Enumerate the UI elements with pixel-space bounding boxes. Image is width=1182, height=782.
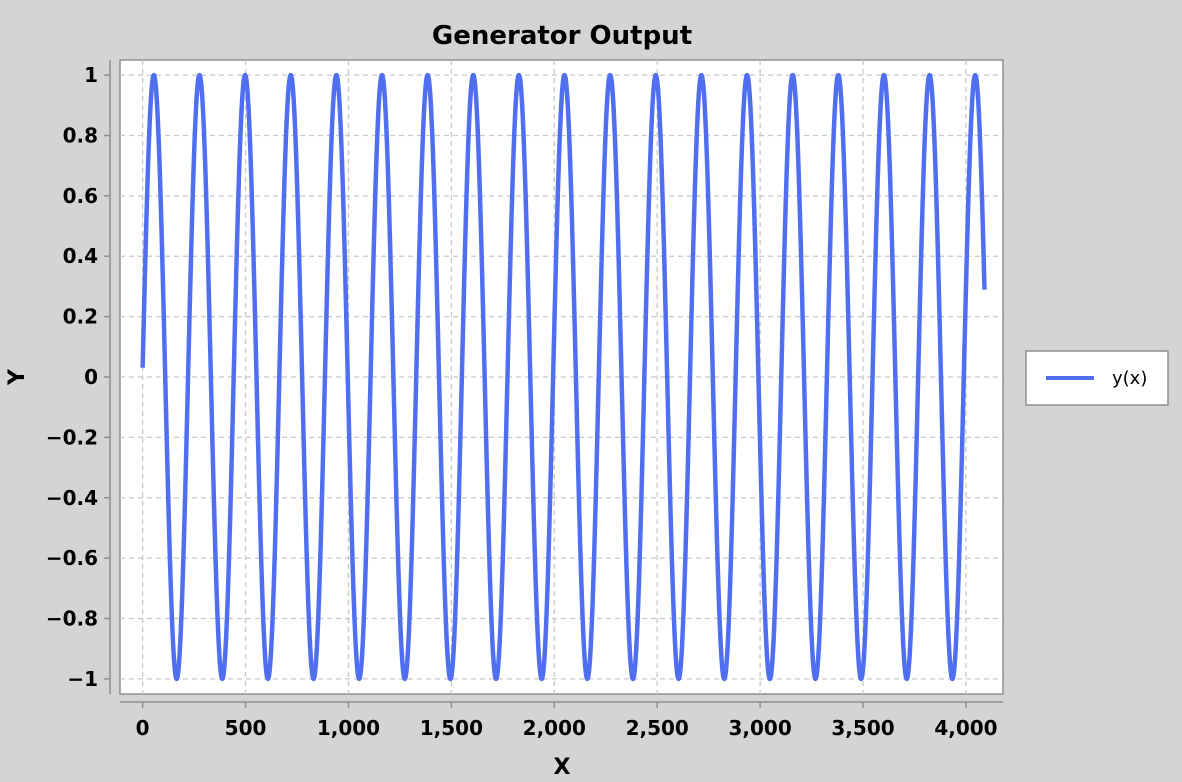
series-group [140, 72, 987, 682]
x-tick-label: 1,000 [317, 716, 380, 740]
y-tick-label: 0 [84, 365, 98, 389]
y-tick-label: −1 [67, 667, 98, 691]
series-line-y-x [140, 72, 987, 682]
tick-labels: 0 500 1,000 1,500 2,000 2,500 3,000 3,500 4,000 1… [46, 63, 998, 740]
axes [104, 60, 1003, 708]
y-tick-label: 0.4 [63, 244, 98, 268]
chart-title: Generator Output [432, 21, 692, 51]
y-tick-label: 1 [84, 63, 98, 87]
y-tick-label: 0.6 [63, 184, 98, 208]
y-tick-label: −0.6 [46, 546, 98, 570]
x-tick-label: 3,500 [831, 716, 894, 740]
x-tick-label: 500 [225, 716, 267, 740]
x-tick-label: 4,000 [934, 716, 997, 740]
y-tick-label: −0.2 [46, 425, 98, 449]
legend: y(x) [1025, 350, 1169, 406]
x-tick-label: 0 [136, 716, 150, 740]
y-tick-label: 0.8 [63, 123, 98, 147]
x-tick-label: 2,500 [626, 716, 689, 740]
x-axis-label: X [554, 755, 571, 780]
legend-label-y-x: y(x) [1112, 368, 1147, 389]
x-tick-label: 1,500 [420, 716, 483, 740]
y-tick-label: −0.4 [46, 486, 98, 510]
y-axis-label: Y [5, 368, 30, 386]
x-tick-label: 2,000 [523, 716, 586, 740]
y-tick-label: 0.2 [63, 305, 98, 329]
x-tick-label: 3,000 [728, 716, 791, 740]
y-tick-label: −0.8 [46, 607, 98, 631]
